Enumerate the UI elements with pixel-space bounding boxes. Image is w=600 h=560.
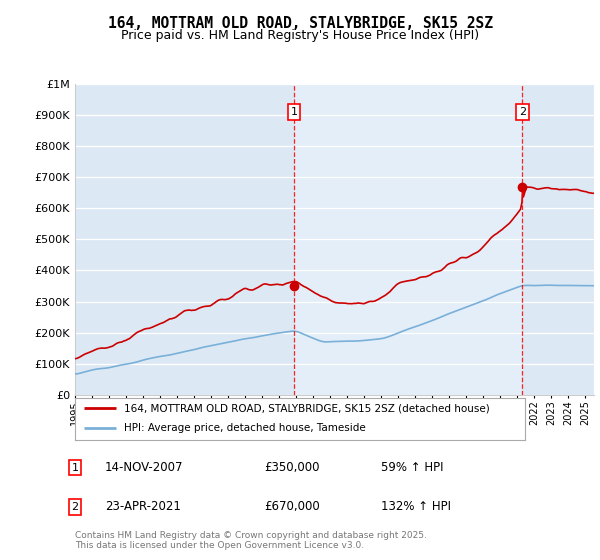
Text: HPI: Average price, detached house, Tameside: HPI: Average price, detached house, Tame… bbox=[125, 423, 366, 433]
Text: 1: 1 bbox=[71, 463, 79, 473]
Text: 23-APR-2021: 23-APR-2021 bbox=[105, 500, 181, 514]
Text: Price paid vs. HM Land Registry's House Price Index (HPI): Price paid vs. HM Land Registry's House … bbox=[121, 29, 479, 42]
Text: 2: 2 bbox=[519, 107, 526, 117]
Text: £350,000: £350,000 bbox=[264, 461, 320, 474]
Text: 132% ↑ HPI: 132% ↑ HPI bbox=[381, 500, 451, 514]
Text: 1: 1 bbox=[290, 107, 298, 117]
Text: 164, MOTTRAM OLD ROAD, STALYBRIDGE, SK15 2SZ: 164, MOTTRAM OLD ROAD, STALYBRIDGE, SK15… bbox=[107, 16, 493, 31]
Text: 14-NOV-2007: 14-NOV-2007 bbox=[105, 461, 184, 474]
Text: £670,000: £670,000 bbox=[264, 500, 320, 514]
Text: 59% ↑ HPI: 59% ↑ HPI bbox=[381, 461, 443, 474]
Bar bbox=[294, 84, 523, 395]
Text: Contains HM Land Registry data © Crown copyright and database right 2025.
This d: Contains HM Land Registry data © Crown c… bbox=[75, 530, 427, 550]
Text: 164, MOTTRAM OLD ROAD, STALYBRIDGE, SK15 2SZ (detached house): 164, MOTTRAM OLD ROAD, STALYBRIDGE, SK15… bbox=[125, 403, 490, 413]
Text: 2: 2 bbox=[71, 502, 79, 512]
